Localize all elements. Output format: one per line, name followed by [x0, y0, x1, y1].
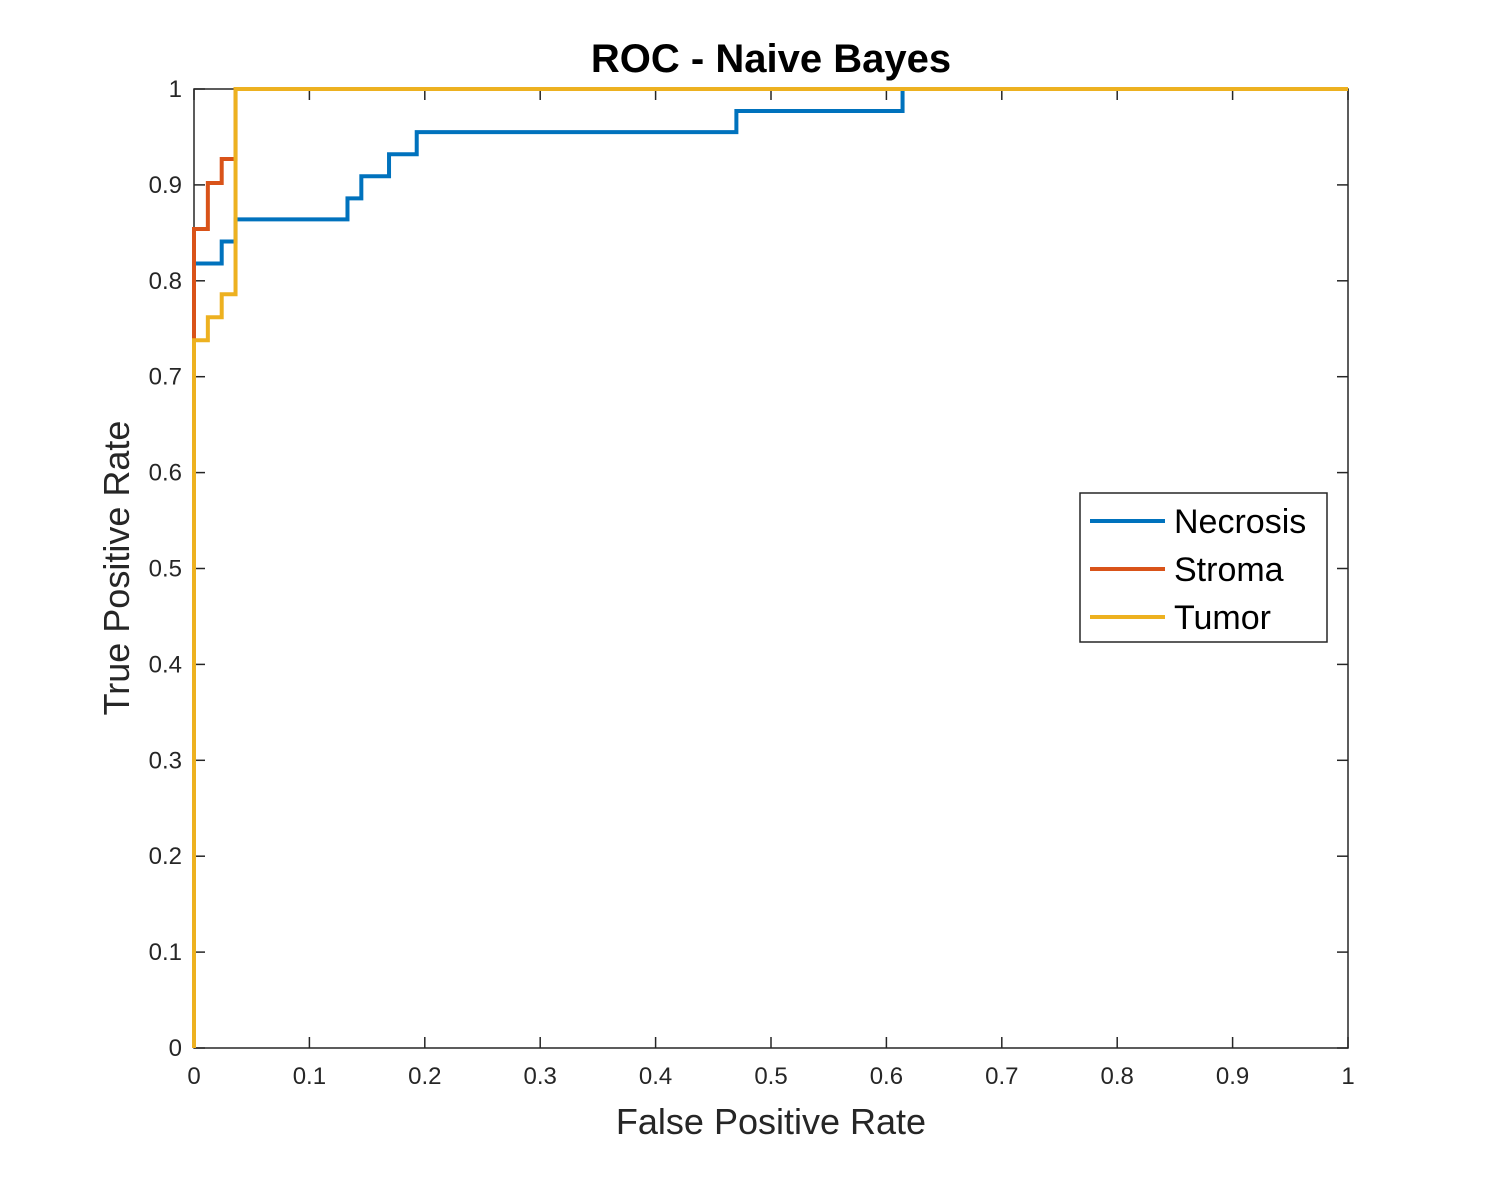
y-tick-label-5: 0.5 — [149, 556, 182, 583]
x-axis-label: False Positive Rate — [616, 1101, 926, 1142]
series-tumor — [192, 87, 1348, 1048]
legend-items: Necrosis Stroma Tumor — [1090, 503, 1306, 637]
x-tick-label-2: 0.2 — [408, 1063, 441, 1090]
y-tick-label-7: 0.7 — [149, 364, 182, 391]
y-tick-label-8: 0.8 — [149, 268, 182, 295]
y-tick-label-3: 0.3 — [149, 747, 182, 774]
series-line-tumor — [192, 87, 1348, 1048]
y-tick-label-1: 0.1 — [149, 939, 182, 966]
x-tick-label-4: 0.4 — [639, 1063, 672, 1090]
y-tick-label-10: 1 — [169, 76, 182, 103]
x-tick-label-5: 0.5 — [754, 1063, 787, 1090]
x-tick-label-1: 0.1 — [293, 1063, 326, 1090]
legend-label-stroma: Stroma — [1174, 551, 1284, 589]
x-tick-label-3: 0.3 — [524, 1063, 557, 1090]
chart-title: ROC - Naive Bayes — [591, 37, 951, 81]
x-tick-label-9: 0.9 — [1216, 1063, 1249, 1090]
tick-labels: 0 0.1 0.2 0.3 0.4 0.5 0.6 0.7 0.8 0.9 1 0 0.1 0.2 0.3 0… — [149, 76, 1355, 1090]
legend: Necrosis Stroma Tumor — [1079, 492, 1328, 643]
series-lines — [192, 87, 1348, 1048]
x-tick-label-10: 1 — [1341, 1063, 1354, 1090]
legend-label-necrosis: Necrosis — [1174, 503, 1306, 541]
y-tick-label-2: 0.2 — [149, 843, 182, 870]
y-tick-label-6: 0.6 — [149, 460, 182, 487]
legend-item-stroma: Stroma — [1090, 551, 1284, 589]
x-tick-label-8: 0.8 — [1101, 1063, 1134, 1090]
x-tick-label-7: 0.7 — [985, 1063, 1018, 1090]
x-tick-label-6: 0.6 — [870, 1063, 903, 1090]
series-line-necrosis — [192, 87, 1348, 1048]
legend-label-tumor: Tumor — [1174, 599, 1271, 637]
legend-item-tumor: Tumor — [1090, 599, 1271, 637]
y-tick-label-0: 0 — [169, 1035, 182, 1062]
y-tick-label-9: 0.9 — [149, 172, 182, 199]
series-necrosis — [192, 87, 1348, 1048]
y-axis-label: True Positive Rate — [96, 421, 137, 716]
legend-item-necrosis: Necrosis — [1090, 503, 1306, 541]
x-tick-label-0: 0 — [187, 1063, 200, 1090]
y-tick-label-4: 0.4 — [149, 651, 182, 678]
